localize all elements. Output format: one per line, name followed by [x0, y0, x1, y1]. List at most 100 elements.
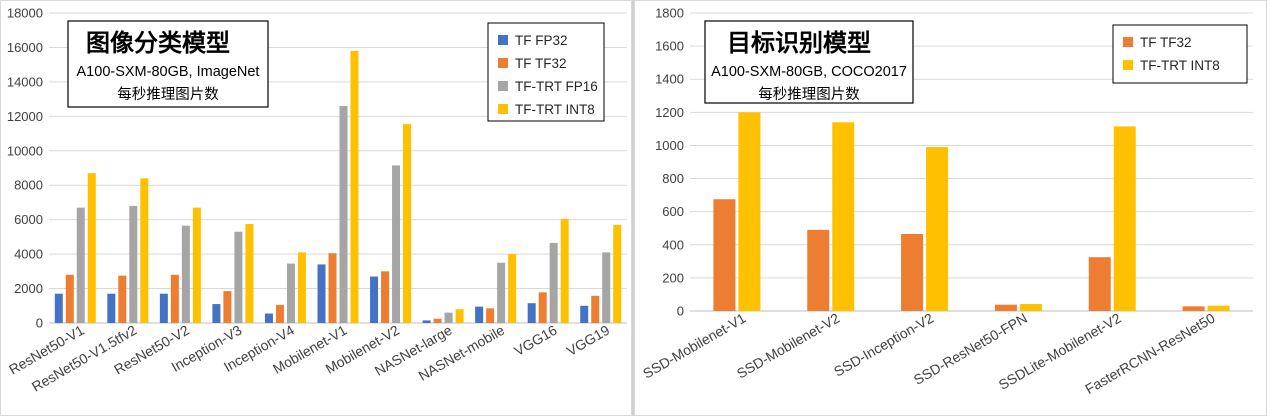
bar-tf-trt-int8-mobilenet-v2: [403, 124, 412, 323]
bar-tf-tf32-ssd-mobilenet-v1: [713, 199, 736, 311]
bar-tf-trt-int8-resnet50-v1-5tfv2: [140, 178, 149, 323]
bar-tf-trt-int8-inception-v3: [245, 223, 254, 323]
bar-tf-fp32-inception-v4: [264, 313, 273, 323]
bar-tf-fp32-nasnet-large: [422, 320, 431, 323]
legend-swatch-tf-trt-fp16: [498, 81, 508, 91]
bar-tf-tf32-inception-v4: [275, 304, 284, 323]
bar-tf-fp32-resnet50-v1-5tfv2: [107, 293, 116, 323]
legend-swatch-tf-trt-int8: [498, 104, 508, 114]
bar-tf-tf32-nasnet-large: [433, 318, 442, 323]
legend-label-tf-tf32: TF TF32: [1140, 35, 1192, 50]
legend-label-tf-trt-int8: TF-TRT INT8: [1140, 58, 1220, 73]
y-tick-label: 1800: [655, 6, 684, 21]
bar-tf-tf32-resnet50-v1: [65, 274, 74, 323]
x-tick-label: SSD-Mobilenet-V2: [734, 310, 843, 382]
bar-tf-trt-int8-fasterrcnn-resnet50: [1207, 305, 1230, 311]
bar-tf-trt-int8-mobilenet-v1: [350, 50, 359, 324]
bar-tf-trt-int8-ssd-mobilenet-v1: [738, 112, 761, 311]
annotation-subtitle: A100-SXM-80GB, ImageNet: [77, 64, 260, 80]
bar-tf-trt-int8-resnet50-v2: [192, 207, 201, 323]
bar-tf-trt-int8-resnet50-v1: [87, 173, 96, 323]
bar-tf-tf32-vgg19: [591, 295, 600, 323]
bar-tf-fp32-resnet50-v1: [54, 293, 63, 323]
bar-tf-tf32-resnet50-v1-5tfv2: [118, 275, 127, 323]
y-tick-label: 600: [662, 204, 684, 219]
legend-label-tf-tf32: TF TF32: [515, 56, 567, 71]
bar-tf-trt-int8-ssd-resnet50-fpn: [1019, 304, 1042, 311]
bar-tf-trt-fp16-resnet50-v1: [76, 207, 85, 323]
bar-tf-trt-fp16-inception-v3: [234, 231, 243, 323]
legend-label-tf-trt-int8: TF-TRT INT8: [515, 102, 595, 117]
bar-tf-tf32-mobilenet-v2: [381, 271, 390, 323]
bar-tf-trt-fp16-mobilenet-v1: [339, 106, 348, 323]
bar-tf-fp32-mobilenet-v2: [370, 276, 379, 323]
y-tick-label: 4000: [14, 247, 43, 262]
annotation-box: [704, 20, 914, 104]
bar-tf-tf32-ssd-mobilenet-v2: [807, 229, 830, 311]
object-detection-chart: 0 200 400 600 800 1000 1200 1400 1600 1800 SSD-Mob…: [640, 6, 1253, 397]
bar-tf-trt-fp16-nasnet-mobile: [497, 262, 506, 323]
bar-tf-trt-int8-vgg19: [613, 224, 622, 323]
bar-tf-fp32-mobilenet-v1: [317, 264, 326, 323]
bar-tf-trt-fp16-nasnet-large: [444, 312, 453, 323]
bar-tf-trt-int8-vgg16: [560, 218, 569, 323]
y-tick-label: 0: [36, 316, 43, 331]
bar-tf-tf32-fasterrcnn-resnet50: [1182, 306, 1205, 311]
legend-swatch-tf-tf32: [498, 58, 508, 68]
bar-tf-fp32-inception-v3: [212, 304, 221, 323]
y-tick-label: 6000: [14, 212, 43, 227]
y-tick-label: 16000: [7, 40, 43, 55]
bar-tf-trt-fp16-resnet50-v1-5tfv2: [129, 205, 138, 323]
bar-tf-trt-fp16-vgg19: [602, 252, 611, 323]
x-tick-label: SSD-Mobilenet-V1: [640, 310, 749, 382]
y-tick-label: 12000: [7, 109, 43, 124]
bar-tf-trt-int8-inception-v4: [297, 252, 306, 323]
y-tick-label: 10000: [7, 143, 43, 158]
legend-swatch-tf-tf32: [1123, 37, 1133, 47]
annotation-note: 每秒推理图片数: [117, 86, 219, 103]
bar-tf-tf32-vgg16: [538, 292, 547, 323]
bar-tf-tf32-inception-v3: [223, 291, 232, 323]
bar-tf-trt-fp16-mobilenet-v2: [392, 165, 401, 323]
legend-swatch-tf-fp32: [498, 35, 508, 45]
bar-tf-fp32-nasnet-mobile: [475, 306, 484, 323]
annotation-title: 目标识别模型: [727, 29, 871, 57]
legend-label-tf-fp32: TF FP32: [515, 33, 568, 48]
annotation-note: 每秒推理图片数: [758, 86, 860, 103]
y-tick-label: 0: [677, 304, 684, 319]
y-tick-label: 8000: [14, 178, 43, 193]
right-chart-panel: 0 200 400 600 800 1000 1200 1400 1600 1800 SSD-Mob…: [634, 0, 1267, 416]
bar-tf-fp32-resnet50-v2: [159, 293, 168, 323]
annotation-box: [67, 20, 269, 108]
bar-tf-trt-int8-ssd-mobilenet-v2: [832, 122, 855, 312]
panel-divider: [632, 0, 634, 416]
bar-tf-fp32-vgg19: [580, 305, 589, 323]
bar-tf-fp32-vgg16: [527, 303, 536, 323]
x-tick-label: VGG19: [564, 322, 613, 359]
legend-swatch-tf-trt-int8: [1123, 60, 1133, 70]
bar-tf-trt-int8-nasnet-large: [455, 309, 464, 323]
bar-tf-trt-int8-ssdlite-mobilenet-v2: [1113, 126, 1136, 312]
x-tick-label: VGG16: [511, 322, 560, 359]
bar-tf-trt-int8-nasnet-mobile: [508, 254, 517, 323]
bar-tf-trt-int8-ssd-inception-v2: [926, 147, 949, 311]
y-tick-label: 1400: [655, 72, 684, 87]
y-tick-label: 400: [662, 237, 684, 252]
bar-tf-trt-fp16-vgg16: [549, 242, 558, 323]
bar-tf-trt-fp16-resnet50-v2: [181, 225, 190, 323]
y-tick-label: 2000: [14, 281, 43, 296]
annotation-title: 图像分类模型: [86, 29, 230, 57]
y-tick-label: 1600: [655, 39, 684, 54]
bar-tf-trt-fp16-inception-v4: [286, 263, 295, 323]
legend-box: [1112, 24, 1248, 84]
bar-tf-tf32-ssd-inception-v2: [901, 234, 924, 311]
y-tick-label: 18000: [7, 6, 43, 21]
left-chart-panel: 0 2000 4000 6000 8000 10000 12000 14000 16000 180…: [0, 0, 632, 416]
y-tick-label: 800: [662, 171, 684, 186]
image-classification-chart: 0 2000 4000 6000 8000 10000 12000 14000 16000 180…: [6, 6, 627, 395]
bar-tf-tf32-ssd-resnet50-fpn: [994, 304, 1017, 311]
annotation-subtitle: A100-SXM-80GB, COCO2017: [711, 64, 907, 80]
bar-tf-tf32-mobilenet-v1: [328, 253, 337, 323]
bar-tf-tf32-resnet50-v2: [170, 274, 179, 323]
y-tick-label: 200: [662, 270, 684, 285]
